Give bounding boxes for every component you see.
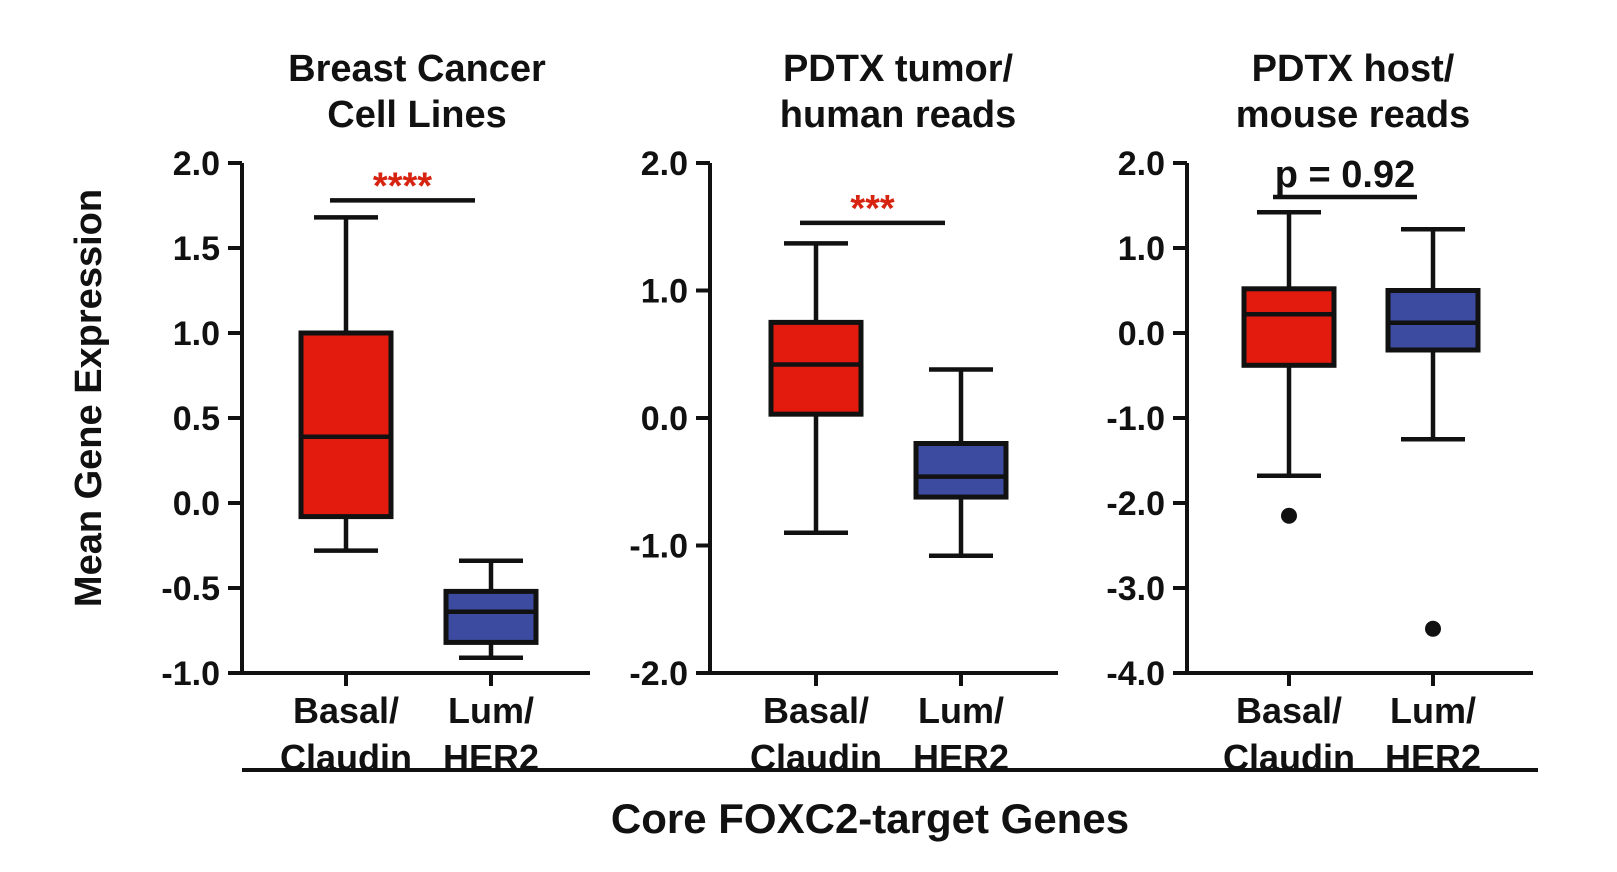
- box-basal-claudin: [768, 241, 864, 535]
- y-tick-label: -2.0: [1106, 485, 1165, 523]
- x-tick-label: Claudin: [280, 737, 412, 778]
- x-tick-label: HER2: [443, 737, 539, 778]
- y-tick-label: 1.0: [641, 273, 688, 311]
- panel-title: mouse reads: [1236, 94, 1470, 136]
- panel-3: PDTX host/mouse reads -4.0 -3.0 -2.0 -1.0 0.0…: [1106, 48, 1533, 778]
- x-axis-label: Core FOXC2-target Genes: [611, 795, 1129, 842]
- significance-label: ****: [373, 165, 432, 207]
- box-lum-her2: [913, 367, 1009, 558]
- y-tick-label: -1.0: [161, 655, 220, 693]
- panel-title: PDTX host/: [1252, 48, 1455, 90]
- box-lum-her2: [443, 558, 539, 660]
- box-basal-claudin: [1241, 210, 1337, 524]
- y-tick-label: 1.5: [173, 230, 220, 268]
- outlier-point: [1425, 620, 1441, 637]
- y-axis-label: Mean Gene Expression: [68, 189, 110, 607]
- y-tick-label: -3.0: [1106, 570, 1165, 608]
- y-tick-label: 0.0: [1118, 315, 1165, 353]
- panel-title: Cell Lines: [327, 94, 507, 136]
- x-tick-label: HER2: [913, 737, 1009, 778]
- y-tick-label: 2.0: [1118, 145, 1165, 183]
- x-tick-label: Basal/: [763, 690, 869, 731]
- panel-title: human reads: [780, 94, 1017, 136]
- y-tick-label: 1.0: [1118, 230, 1165, 268]
- y-tick-label: -0.5: [161, 570, 220, 608]
- x-tick-label: HER2: [1385, 737, 1481, 778]
- y-tick-label: -1.0: [629, 528, 688, 566]
- iqr-box: [768, 319, 864, 417]
- box-lum-her2: [1385, 227, 1481, 637]
- x-tick-label: Lum/: [448, 690, 534, 731]
- box-basal-claudin: [298, 215, 394, 553]
- x-tick-label: Claudin: [1223, 737, 1355, 778]
- y-tick-label: 0.0: [641, 400, 688, 438]
- iqr-box: [1385, 288, 1481, 353]
- y-tick-label: 1.0: [173, 315, 220, 353]
- panel-2: PDTX tumor/human reads -2.0 -1.0 0.0 1.0 2.0 B…: [629, 48, 1058, 778]
- y-tick-label: 2.0: [641, 145, 688, 183]
- significance-label: ***: [850, 188, 895, 230]
- y-tick-label: -1.0: [1106, 400, 1165, 438]
- iqr-box: [298, 330, 394, 520]
- outlier-point: [1281, 507, 1297, 524]
- iqr-box: [913, 441, 1009, 500]
- y-tick-label: 0.0: [173, 485, 220, 523]
- panel-title: PDTX tumor/: [783, 48, 1014, 90]
- y-tick-label: -4.0: [1106, 655, 1165, 693]
- x-tick-label: Lum/: [918, 690, 1004, 731]
- y-tick-label: 2.0: [173, 145, 220, 183]
- significance-label: p = 0.92: [1275, 154, 1415, 196]
- x-tick-label: Lum/: [1390, 690, 1476, 731]
- y-tick-label: -2.0: [629, 655, 688, 693]
- iqr-box: [443, 588, 539, 645]
- y-tick-label: 0.5: [173, 400, 220, 438]
- x-tick-label: Basal/: [293, 690, 399, 731]
- x-tick-label: Claudin: [750, 737, 882, 778]
- iqr-box: [1241, 286, 1337, 368]
- panel-title: Breast Cancer: [288, 48, 546, 90]
- x-tick-label: Basal/: [1236, 690, 1342, 731]
